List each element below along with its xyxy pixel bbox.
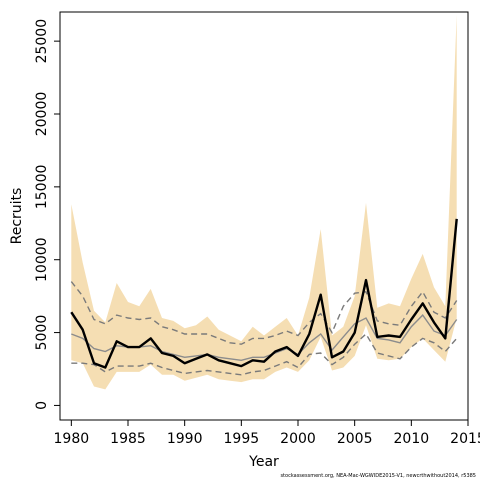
- y-axis-label: Recruits: [9, 188, 25, 245]
- series-lines-layer: [70, 218, 458, 376]
- x-tick-label: 1985: [110, 431, 146, 447]
- x-tick-label: 1980: [54, 431, 90, 447]
- source-footnote: stockassessment.org, NEA-Mac-WGWIDE2015-…: [280, 473, 476, 479]
- y-tick-label: 20000: [34, 92, 50, 137]
- confidence-band-layer: [71, 14, 457, 390]
- y-axis: 0 5000 10000 15000 20000 25000: [34, 19, 60, 410]
- y-tick-label: 0: [34, 401, 50, 410]
- x-axis-label: Year: [248, 454, 279, 470]
- y-tick-label: 25000: [34, 19, 50, 64]
- y-tick-label: 15000: [34, 165, 50, 210]
- x-tick-label: 2015: [450, 431, 480, 447]
- x-axis: 1980 1985 1990 1995 2000 2005 2010 2015: [54, 420, 480, 447]
- plot-frame: [59, 11, 469, 421]
- x-tick-label: 2000: [280, 431, 316, 447]
- x-tick-label: 2005: [337, 431, 373, 447]
- x-tick-label: 2010: [394, 431, 430, 447]
- estimate-line: [70, 218, 458, 369]
- y-tick-label: 5000: [34, 315, 50, 351]
- dashed-upper-line: [70, 281, 458, 345]
- x-tick-label: 1995: [224, 431, 260, 447]
- x-tick-label: 1990: [167, 431, 203, 447]
- confidence-band: [71, 14, 457, 390]
- dashed-lower-line: [71, 332, 458, 376]
- y-tick-label: 10000: [34, 237, 50, 282]
